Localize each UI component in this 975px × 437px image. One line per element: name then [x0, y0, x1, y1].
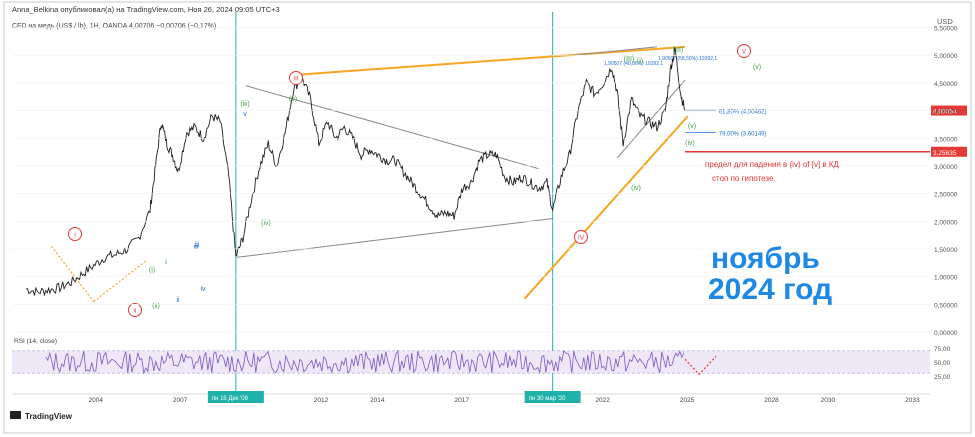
rsi-line [45, 349, 685, 375]
wave-label-red-circle [737, 44, 751, 58]
channel-side-line [617, 79, 686, 158]
y-tick-label: 2,50000 [934, 192, 958, 199]
x-tick-label: 2007 [173, 397, 188, 404]
x-tick-label: 2025 [680, 397, 695, 404]
published-line: Anna_Belkina опубликовал(а) на TradingVi… [12, 5, 280, 14]
wave-label-green: (i) [149, 267, 155, 274]
wave-label-blue: v [243, 111, 247, 118]
wave-label-green: (III) [624, 56, 635, 63]
big-label-year: 2024 год [708, 273, 832, 306]
wave-label-green: (i) [637, 58, 643, 65]
x-axis: 2004 2007 2012 2014 2017 2022 2025 2028 2030 2033… [12, 391, 930, 404]
wave-label-red: IV [578, 235, 585, 242]
x-tick-label: 2033 [905, 397, 920, 404]
price-series-line [26, 46, 686, 297]
fib-level-label: 61,80% (4,00462) [719, 109, 767, 115]
tradingview-logo: TradingView [10, 411, 73, 421]
big-label-month: ноябрь [711, 242, 820, 275]
y-tick-label: 0,50000 [934, 302, 958, 309]
rsi-tick-label: 75,00 [934, 346, 951, 353]
rsi-projection [684, 355, 717, 376]
x-tick-label: 2012 [314, 397, 329, 404]
orange-lower-trendline [523, 115, 689, 300]
price-panel: 61,80% (4,00462) 79,00% (3,60149) 3,25635 4… [26, 12, 967, 394]
y-tick-label: 1,50000 [934, 247, 958, 254]
triangle-lower-line [237, 218, 553, 258]
wave-label-green: (iii) [240, 101, 249, 108]
limit-note: предел для падения в (iv) of [v] в КД [705, 160, 840, 169]
wave-label-red: III [293, 76, 299, 83]
x-tick-label: 2022 [595, 397, 610, 404]
currency-label: USD [937, 17, 953, 26]
wave-label-red-circle [289, 71, 303, 85]
orange-dotted-ii [93, 259, 148, 303]
orange-upper-trendline [299, 45, 686, 76]
wave-label-green: (v) [753, 64, 761, 71]
vertical-marker-badge [524, 391, 581, 403]
wave-label-red-circle [574, 230, 588, 244]
y-tick-label: 4,50000 [934, 81, 958, 88]
wave-label-green: (iv) [631, 185, 641, 192]
y-tick-label: 5,00000 [934, 53, 958, 60]
rsi-panel: RSI (14, close) 75,00 50,00 25,00 [12, 338, 951, 381]
y-tick-label: 3,50000 [934, 136, 958, 143]
rsi-title: RSI (14, close) [14, 338, 57, 345]
rsi-tick-label: 25,00 [934, 374, 951, 381]
wave-label-blue: i [165, 259, 167, 266]
measure-label: 1,90507 (58,50%) 19392,1 [658, 56, 717, 62]
y-tick-label: 0,00000 [934, 330, 958, 337]
x-tick-label: 2030 [821, 397, 836, 404]
wave-label-green: (III) [673, 47, 684, 54]
wave-label-green: (iv) [261, 220, 271, 227]
wave-label-green: (v) [688, 123, 696, 130]
stop-note: стоп по гипотезе. [712, 174, 776, 183]
fib-level-label: 79,00% (3,60149) [719, 132, 767, 138]
vertical-marker-label: пн 30 мар '20 [529, 396, 567, 402]
wave-label-blue: iii [194, 244, 199, 251]
measure-label: 1,90507 (40,86%) 19392,1 [604, 61, 663, 67]
wave-label-red: i [74, 232, 75, 239]
wave-label-green: (iv) [685, 140, 695, 147]
stop-price-badge [931, 146, 967, 157]
wave-label-red-circle [68, 227, 82, 241]
y-tick-label: 4,00000 [934, 109, 958, 116]
y-axis: 5,50000 5,00000 4,50000 4,00000 3,50000 3,000… [12, 26, 958, 337]
symbol-line: CFD на медь (US$ / lb), 1Н, OANDA 4,0070… [12, 23, 216, 30]
y-tick-label: 1,00000 [934, 275, 958, 282]
vertical-marker-label: пн 15 Дек '08 [212, 396, 249, 402]
vertical-marker-badge [207, 391, 264, 403]
wave-label-red-circle [128, 303, 142, 317]
rsi-tick-label: 50,00 [934, 360, 951, 367]
wave-label-blue: ii [176, 297, 180, 304]
y-tick-label: 2,00000 [934, 219, 958, 226]
wave-label-red: V [742, 49, 747, 56]
wave-label-blue: iv [200, 286, 206, 293]
wave-label-blue: iii [195, 242, 200, 249]
channel-top-line [572, 46, 657, 56]
y-tick-label: 3,00000 [934, 164, 958, 171]
y-tick-label: 5,50000 [934, 26, 958, 33]
tradingview-logo-text: TradingView [25, 412, 73, 421]
current-price-label: 4,00054 [933, 109, 957, 116]
triangle-upper-line [245, 85, 539, 170]
wave-label-green: (v) [289, 96, 297, 103]
wave-label-red: ii [134, 308, 137, 315]
x-tick-label: 2004 [88, 397, 103, 404]
x-tick-label: 2028 [764, 397, 779, 404]
x-tick-label: 2017 [455, 397, 470, 404]
x-tick-label: 2014 [370, 397, 385, 404]
rsi-band [12, 350, 930, 374]
stop-price-label: 3,25635 [933, 150, 957, 157]
current-price-badge [931, 105, 967, 116]
wave-label-green: (ii) [152, 303, 160, 310]
